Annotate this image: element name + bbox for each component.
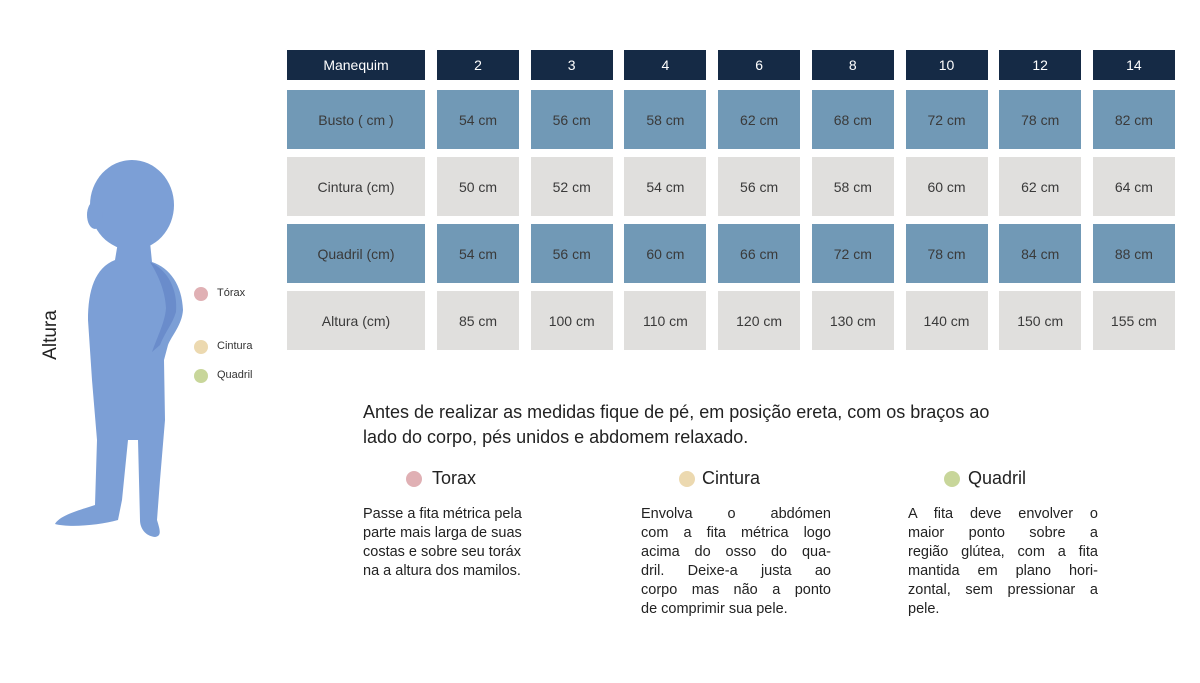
section-line: maior ponto sobre a (908, 525, 1098, 541)
section-line: na a altura dos mamilos. (363, 563, 521, 579)
child-figure (55, 160, 183, 537)
section-body: Envolva o abdómen com a fita métrica logo… (641, 505, 831, 619)
section-line: de comprimir sua pele. (641, 601, 788, 617)
table-cell: 88 cm (1092, 224, 1175, 283)
table-cell: 62 cm (999, 157, 1082, 216)
table-cell: 52 cm (530, 157, 613, 216)
section-line: Envolva o abdómen (641, 506, 831, 522)
table-cell: 60 cm (905, 157, 988, 216)
table-cell: 66 cm (718, 224, 801, 283)
section-line: parte mais larga de suas (363, 525, 522, 541)
legend-label: Quadril (217, 369, 253, 381)
table-cell: 150 cm (999, 291, 1082, 350)
table-cell: 72 cm (811, 224, 894, 283)
section-title: Cintura (702, 468, 761, 488)
legend-dot (194, 287, 208, 301)
section-line: Passe a fita métrica pela (363, 506, 522, 522)
header-cell: Manequim (287, 50, 425, 80)
table-cell: 56 cm (718, 157, 801, 216)
section-title: Torax (432, 468, 477, 488)
table-cell: 50 cm (437, 157, 519, 216)
section-line: corpo mas não a ponto (641, 582, 831, 598)
table-cell: 110 cm (624, 291, 707, 350)
table-cell: 85 cm (437, 291, 519, 350)
table-cell: 72 cm (905, 90, 988, 149)
table-cell: 54 cm (624, 157, 707, 216)
section-title: Quadril (968, 468, 1027, 488)
table-cell: 64 cm (1092, 157, 1175, 216)
table-cell: 62 cm (718, 90, 801, 149)
section-line: A fita deve envolver o (908, 506, 1098, 522)
table-cell: 100 cm (530, 291, 613, 350)
legend-dot (194, 369, 208, 383)
header-cell: 4 (624, 50, 707, 80)
section-body: A fita deve envolver o maior ponto sobre … (908, 505, 1098, 619)
table-cell: 130 cm (811, 291, 894, 350)
table-cell: 78 cm (999, 90, 1082, 149)
intro-line: Antes de realizar as medidas fique de pé… (363, 402, 990, 422)
table-cell: 56 cm (530, 224, 613, 283)
table-cell: 58 cm (624, 90, 707, 149)
intro-line: lado do corpo, pés unidos e abdomem rela… (363, 427, 749, 447)
header-cell: 8 (811, 50, 894, 80)
table-cell: Altura (cm) (287, 291, 425, 350)
table-cell: 78 cm (905, 224, 988, 283)
legend-label: Cintura (217, 340, 253, 352)
table-cell: 54 cm (437, 90, 519, 149)
table-cell: 58 cm (811, 157, 894, 216)
table-cell: Quadril (cm) (287, 224, 425, 283)
table-cell: 140 cm (905, 291, 988, 350)
table-cell: 54 cm (437, 224, 519, 283)
section-line: zontal, sem pressionar a (908, 582, 1098, 598)
header-cell: 3 (530, 50, 613, 80)
section-line: dril. Deixe-a justa ao (641, 563, 831, 579)
header-cell: 10 (905, 50, 988, 80)
section-line: costas e sobre seu toráx (363, 544, 521, 560)
legend-dot (194, 340, 208, 354)
header-cell: 12 (999, 50, 1082, 80)
table-cell: 68 cm (811, 90, 894, 149)
header-cell: 14 (1092, 50, 1175, 80)
section-dot (679, 471, 695, 487)
section-dot (406, 471, 422, 487)
table-cell: 56 cm (530, 90, 613, 149)
table-cell: 60 cm (624, 224, 707, 283)
header-cell: 2 (437, 50, 519, 80)
section-line: região glútea, com a fita (908, 544, 1098, 560)
table-cell: 84 cm (999, 224, 1082, 283)
table-cell: Cintura (cm) (287, 157, 425, 216)
section-line: mantida em plano hori- (908, 563, 1098, 579)
legend-label: Tórax (217, 287, 246, 299)
table-cell: 120 cm (718, 291, 801, 350)
intro: Antes de realizar as medidas fique de pé… (363, 400, 989, 450)
section-line: pele. (908, 601, 940, 617)
section-line: acima do osso do qua- (641, 544, 831, 560)
section-body: Passe a fita métrica pela parte mais larg… (363, 505, 553, 581)
section-dot (944, 471, 960, 487)
table-cell: 155 cm (1092, 291, 1175, 350)
table-cell: Busto ( cm ) (287, 90, 425, 149)
height-label: Altura (40, 310, 61, 360)
table-cell: 82 cm (1092, 90, 1175, 149)
section-line: com a fita métrica logo (641, 525, 831, 541)
header-cell: 6 (718, 50, 801, 80)
